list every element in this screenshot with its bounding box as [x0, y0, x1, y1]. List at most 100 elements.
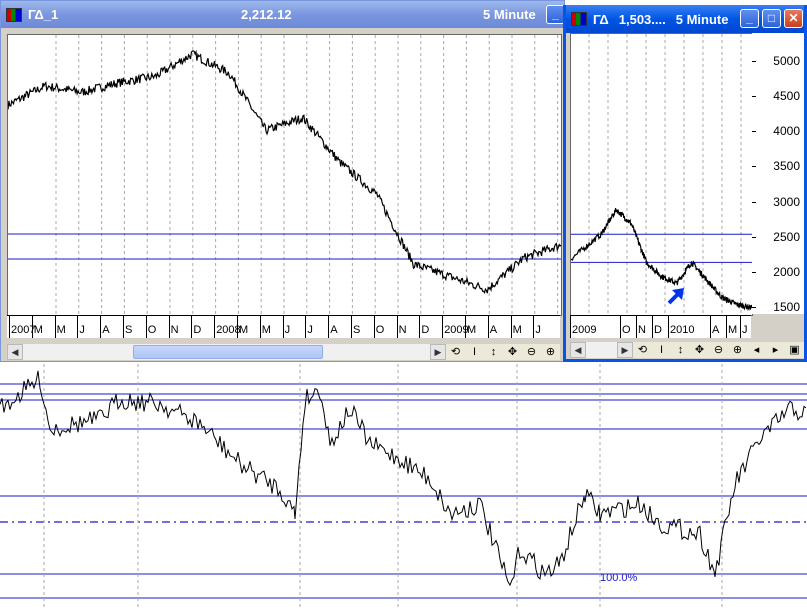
- time-axis-label: O: [147, 324, 157, 336]
- scroll-right-icon[interactable]: ▶: [617, 342, 633, 358]
- minimize-icon[interactable]: _: [546, 5, 564, 24]
- price-axis-label: 1500: [773, 299, 800, 314]
- vertical-scale-icon[interactable]: ↕: [490, 346, 497, 358]
- main-window-interval: 5 Minute: [483, 7, 536, 22]
- price-axis-label: 2500: [773, 229, 800, 244]
- time-axis-separator: [305, 316, 307, 338]
- zoom-in-icon[interactable]: ⊕: [732, 344, 743, 356]
- time-axis-label: O: [622, 324, 631, 336]
- time-axis-separator: [636, 316, 637, 338]
- scroll-track[interactable]: [586, 342, 617, 358]
- close-icon[interactable]: ✕: [784, 9, 803, 28]
- zoom-out-icon[interactable]: ⊖: [713, 344, 724, 356]
- time-axis-label: M: [261, 324, 271, 336]
- price-axis-label: 4500: [773, 89, 800, 104]
- time-axis-separator: [259, 316, 261, 338]
- main-window-price: 2,212.12: [241, 7, 292, 22]
- time-axis-separator: [282, 316, 284, 338]
- detail-price-svg: [571, 34, 752, 315]
- time-axis-separator: [237, 316, 238, 338]
- time-axis-separator: [533, 316, 535, 338]
- time-axis-separator: [9, 316, 10, 338]
- price-axis-label: 3500: [773, 159, 800, 174]
- scroll-track[interactable]: [23, 344, 430, 360]
- detail-chart-window[interactable]: ΓΔ 1,503.... 5 Minute _ □ ✕ 5000 4500 4000…: [563, 5, 807, 362]
- cursor-icon[interactable]: I: [472, 346, 477, 358]
- detail-window-symbol: ΓΔ: [593, 11, 609, 27]
- price-axis-tick: [752, 271, 756, 273]
- oscillator-pane[interactable]: 100.0%: [0, 364, 807, 609]
- vertical-scale-icon[interactable]: ↕: [677, 344, 684, 356]
- cursor-icon[interactable]: I: [659, 344, 664, 356]
- left-arrow-icon[interactable]: ◂: [753, 344, 760, 356]
- zoom-out-icon[interactable]: ⊖: [526, 346, 537, 358]
- time-axis-label: A: [712, 324, 720, 336]
- time-axis-separator: [652, 316, 653, 338]
- time-axis-label: J: [307, 324, 313, 336]
- time-axis-separator: [77, 316, 79, 338]
- time-axis-separator: [328, 316, 330, 338]
- scroll-left-icon[interactable]: ◀: [570, 342, 586, 358]
- time-axis-separator: [214, 316, 216, 338]
- move-icon[interactable]: ✥: [507, 346, 518, 358]
- detail-price-chart[interactable]: [570, 33, 753, 316]
- price-axis-label: 4000: [773, 124, 800, 139]
- main-scrollbar[interactable]: ◀ ▶ ⟲ I ↕ ✥ ⊖ ⊕: [7, 344, 560, 360]
- maximize-icon[interactable]: □: [762, 9, 781, 28]
- time-axis-label: S: [125, 324, 133, 336]
- time-axis-separator: [396, 316, 398, 338]
- arrow-marker-icon: [667, 288, 684, 305]
- time-axis-label: M: [56, 324, 66, 336]
- time-axis-label: 2007: [11, 324, 36, 336]
- time-axis-label: D: [654, 324, 662, 336]
- main-price-chart[interactable]: [7, 34, 562, 316]
- time-axis-separator: [373, 316, 375, 338]
- time-axis-label: J: [535, 324, 541, 336]
- price-axis-tick: [752, 201, 756, 203]
- time-axis-label: J: [284, 324, 291, 336]
- time-axis-label: 2010: [670, 324, 695, 336]
- detail-scrollbar[interactable]: ◀ ▶ ⟲ I ↕ ✥ ⊖ ⊕ ◂ ▸ ▣: [570, 342, 804, 358]
- detail-window-titlebar[interactable]: ΓΔ 1,503.... 5 Minute _ □ ✕: [566, 5, 804, 33]
- time-axis-separator: [487, 316, 489, 338]
- time-axis-label: A: [102, 324, 110, 336]
- time-axis-label: A: [489, 324, 498, 336]
- main-chart-window[interactable]: ΓΔ_1 2,212.12 5 Minute _ 2007 M M J A S O N D 200…: [0, 0, 565, 362]
- price-axis-tick: [752, 131, 756, 133]
- price-axis-tick: [752, 61, 756, 63]
- main-window-symbol: ΓΔ_1: [28, 7, 59, 22]
- time-axis-label: J: [79, 324, 85, 336]
- minimize-icon[interactable]: _: [740, 9, 759, 28]
- oscillator-level-label: 100.0%: [600, 572, 638, 584]
- window-icon[interactable]: ▣: [789, 344, 800, 356]
- detail-window-interval: 5 Minute: [675, 11, 729, 27]
- time-axis-separator: [54, 316, 56, 338]
- scroll-right-icon[interactable]: ▶: [430, 344, 446, 360]
- chart-app-icon[interactable]: [6, 7, 22, 22]
- time-axis-separator: [740, 316, 741, 338]
- time-axis-separator: [570, 316, 571, 338]
- time-axis-label: D: [421, 324, 430, 336]
- refresh-icon[interactable]: ⟲: [637, 344, 648, 356]
- time-axis-label: N: [170, 324, 179, 336]
- move-icon[interactable]: ✥: [694, 344, 705, 356]
- price-axis-label: 5000: [773, 54, 800, 69]
- main-window-titlebar[interactable]: ΓΔ_1 2,212.12 5 Minute _: [1, 1, 564, 28]
- time-axis-label: M: [512, 324, 522, 336]
- chart-app-icon[interactable]: [571, 12, 587, 26]
- refresh-icon[interactable]: ⟲: [450, 346, 461, 358]
- price-axis-label: 2000: [773, 264, 800, 279]
- time-axis-label: J: [742, 324, 748, 336]
- detail-time-axis: 2009 O N D 2010 A M J: [570, 315, 751, 338]
- detail-price-line: [571, 207, 752, 312]
- time-axis-separator: [668, 316, 669, 338]
- time-axis-separator: [710, 316, 711, 338]
- zoom-in-icon[interactable]: ⊕: [545, 346, 556, 358]
- scroll-left-icon[interactable]: ◀: [7, 344, 23, 360]
- price-axis-tick: [752, 96, 756, 98]
- time-axis-label: 2008: [216, 324, 241, 336]
- main-time-axis: 2007 M M J A S O N D 2008 M M J J A S O N D 2009 M A M J: [7, 315, 560, 338]
- scroll-thumb[interactable]: [133, 345, 323, 359]
- right-arrow-icon[interactable]: ▸: [772, 344, 779, 356]
- main-price-svg: [8, 35, 561, 315]
